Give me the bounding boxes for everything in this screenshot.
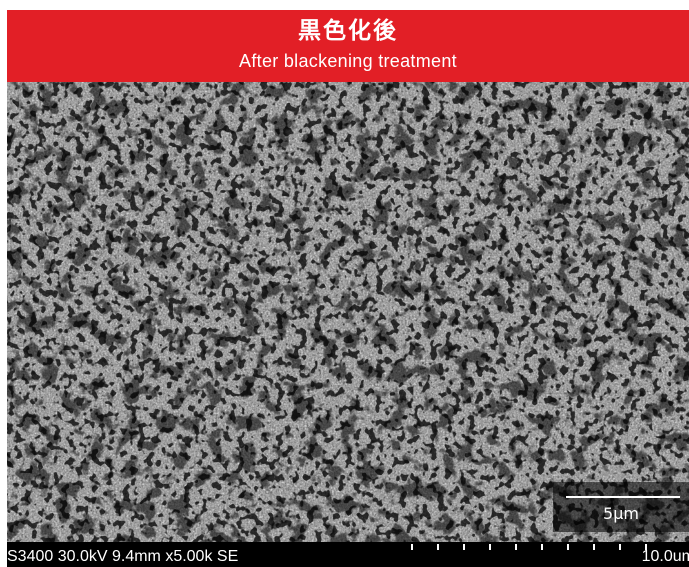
- scale-tick: [463, 544, 465, 550]
- scale-tick: [619, 544, 621, 550]
- header-subtitle: After blackening treatment: [239, 51, 457, 71]
- scale-tick: [567, 544, 569, 550]
- scale-tick: [411, 544, 413, 550]
- scale-bar-label: 5μm: [603, 504, 639, 523]
- sem-texture-image: [7, 82, 689, 567]
- sem-info-bar: S3400 30.0kV 9.4mm x5.00k SE 10.0um: [7, 542, 689, 567]
- scale-tick: [593, 544, 595, 550]
- scale-tick: [645, 544, 647, 550]
- header-banner: 黒色化後 After blackening treatment: [7, 10, 689, 82]
- scale-tick: [489, 544, 491, 550]
- scale-tick: [437, 544, 439, 550]
- sem-micrograph: 5μm S3400 30.0kV 9.4mm x5.00k SE 10.0um: [7, 82, 689, 567]
- scale-tick: [541, 544, 543, 550]
- sem-conditions-text: S3400 30.0kV 9.4mm x5.00k SE: [7, 548, 239, 565]
- sem-scale-text: 10.0um: [641, 548, 689, 565]
- scale-bar-line: [566, 496, 680, 498]
- scale-bar-overlay: 5μm: [553, 482, 689, 532]
- header-title: 黒色化後: [298, 18, 398, 44]
- scale-tick: [515, 544, 517, 550]
